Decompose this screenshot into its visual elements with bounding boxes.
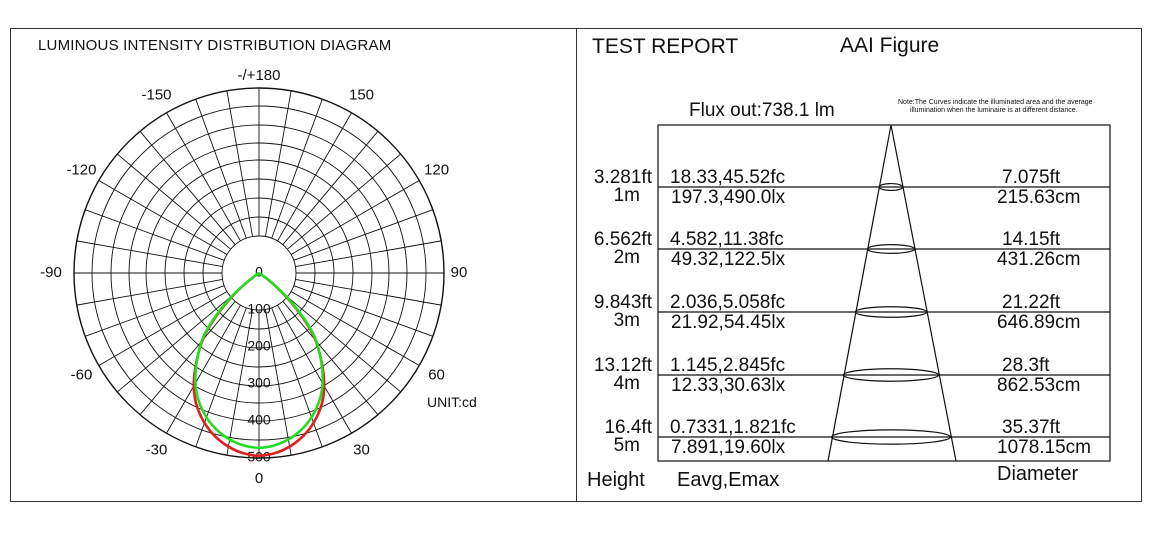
angle-label: 30 — [353, 442, 370, 459]
polar-spoke — [116, 153, 231, 250]
angle-label: 0 — [255, 470, 263, 487]
row-eavg-emax-lx: 49.32,122.5lx — [671, 249, 786, 270]
unit-label: UNIT:cd — [427, 394, 477, 410]
polar-spoke — [85, 285, 225, 337]
row-diameter-ft: 14.15ft — [1002, 229, 1061, 250]
polar-spoke — [98, 291, 228, 366]
row-eavg-emax-lx: 7.891,19.60lx — [671, 437, 786, 458]
polar-spoke — [271, 99, 323, 239]
row-eavg-emax-lx: 12.33,30.63lx — [671, 375, 786, 396]
radial-value-label: 100 — [247, 301, 271, 317]
cone-left-edge — [827, 124, 892, 462]
polar-spoke — [295, 278, 442, 306]
aai-table-border — [657, 124, 1111, 462]
polar-spoke — [264, 309, 292, 456]
polar-spoke — [287, 153, 402, 250]
green-distribution-curve — [194, 271, 324, 450]
report-title: TEST REPORT — [592, 35, 739, 58]
polar-spoke — [166, 112, 241, 242]
radial-value-label: 300 — [247, 375, 271, 391]
angle-label: -120 — [66, 161, 96, 178]
row-eavg-emax-lx: 197.3,490.0lx — [671, 187, 786, 208]
row-height-m: 2m — [613, 247, 640, 268]
angle-label: -150 — [141, 86, 171, 103]
cone-section-ellipse — [830, 429, 952, 445]
polar-spoke — [226, 90, 254, 237]
row-eavg-emax-fc: 1.145,2.845fc — [670, 355, 786, 376]
polar-spoke — [139, 301, 236, 416]
polar-spoke — [293, 209, 433, 261]
polar-spoke — [116, 296, 231, 393]
polar-spoke — [226, 309, 254, 456]
row-diameter-cm: 862.53cm — [997, 375, 1081, 396]
polar-spoke — [282, 301, 379, 416]
cone-section-ellipse — [878, 182, 904, 192]
polar-spoke — [264, 90, 292, 237]
polar-spoke — [295, 240, 442, 268]
radial-value-label: 0 — [255, 264, 263, 280]
cone-section-ellipse — [866, 244, 916, 254]
row-height-ft: 16.4ft — [604, 417, 652, 438]
row-diameter-ft: 28.3ft — [1002, 355, 1050, 376]
cone-right-edge — [890, 124, 957, 462]
polar-spoke — [76, 278, 223, 306]
panel-divider — [576, 28, 577, 502]
radial-value-label: 200 — [247, 338, 271, 354]
report-subtitle: AAI Figure — [840, 34, 940, 57]
row-height-m: 5m — [613, 435, 640, 456]
polar-spoke — [290, 180, 420, 255]
radial-value-label: 400 — [247, 412, 271, 428]
polar-spoke — [195, 99, 247, 239]
footer-height-label: Height — [587, 469, 645, 491]
row-eavg-emax-fc: 2.036,5.058fc — [670, 292, 786, 313]
polar-spoke — [277, 112, 352, 242]
row-diameter-cm: 646.89cm — [997, 312, 1081, 333]
row-diameter-cm: 215.63cm — [997, 187, 1081, 208]
footer-diameter-label: Diameter — [997, 463, 1079, 485]
polar-spoke — [139, 130, 236, 245]
angle-label: 150 — [349, 86, 374, 103]
angle-label: 120 — [424, 161, 449, 178]
row-height-m: 4m — [613, 373, 640, 394]
row-diameter-ft: 21.22ft — [1002, 292, 1061, 313]
polar-spoke — [76, 240, 223, 268]
row-diameter-ft: 7.075ft — [1002, 167, 1061, 188]
row-diameter-ft: 35.37ft — [1002, 417, 1061, 438]
row-diameter-cm: 431.26cm — [997, 249, 1081, 270]
row-height-m: 1m — [613, 185, 640, 206]
angle-label: -30 — [146, 442, 168, 459]
polar-spoke — [166, 304, 241, 434]
row-eavg-emax-fc: 18.33,45.52fc — [670, 167, 786, 188]
row-height-ft: 6.562ft — [593, 229, 652, 250]
polar-spoke — [287, 296, 402, 393]
angle-label: -/+180 — [238, 67, 281, 84]
polar-spoke — [293, 285, 433, 337]
polar-diagram-title: LUMINOUS INTENSITY DISTRIBUTION DIAGRAM — [38, 37, 392, 54]
row-height-ft: 9.843ft — [593, 292, 652, 313]
row-diameter-cm: 1078.15cm — [997, 437, 1092, 458]
cone-section-ellipse — [854, 306, 928, 318]
angle-label: -90 — [40, 264, 62, 281]
row-eavg-emax-lx: 21.92,54.45lx — [671, 312, 786, 333]
polar-spoke — [290, 291, 420, 366]
polar-spoke — [98, 180, 228, 255]
polar-spoke — [277, 304, 352, 434]
polar-spoke — [282, 130, 379, 245]
row-height-ft: 13.12ft — [593, 355, 652, 376]
angle-label: 60 — [428, 366, 445, 383]
row-eavg-emax-fc: 0.7331,1.821fc — [670, 417, 796, 438]
row-height-m: 3m — [613, 310, 640, 331]
note-line-2: illumination when the luminaire is at di… — [910, 107, 1078, 114]
polar-diagram: -/+1801501209060300-30-60-90-120-1500100… — [40, 67, 468, 487]
row-height-ft: 3.281ft — [593, 167, 652, 188]
flux-label: Flux out:738.1 lm — [689, 100, 835, 121]
note-line-1: Note:The Curves indicate the illuminated… — [898, 99, 1093, 106]
angle-label: -60 — [71, 366, 93, 383]
cone-section-ellipse — [842, 368, 940, 382]
footer-values-label: Eavg,Emax — [677, 469, 780, 491]
polar-spoke — [85, 209, 225, 261]
angle-label: 90 — [451, 264, 468, 281]
row-eavg-emax-fc: 4.582,11.38fc — [670, 229, 784, 250]
